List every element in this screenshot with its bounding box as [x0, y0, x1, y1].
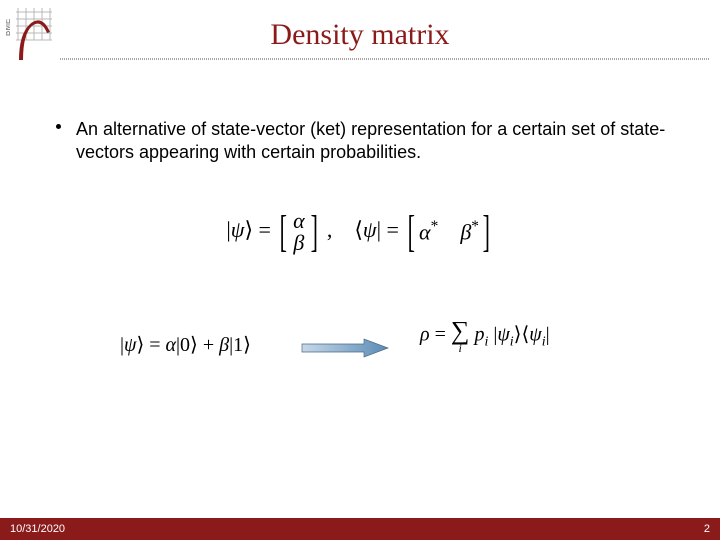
equation-ket-bra: |ψ⟩ = [αβ] , ⟨ψ| = [α* β*]	[0, 210, 720, 254]
bullet-dot	[56, 124, 61, 129]
equations-area: |ψ⟩ = [αβ] , ⟨ψ| = [α* β*] |ψ⟩ = α|0⟩ + …	[0, 210, 720, 374]
bullet-text: An alternative of state-vector (ket) rep…	[76, 118, 670, 165]
equation-superposition: |ψ⟩ = α|0⟩ + β|1⟩	[120, 332, 251, 357]
footer-page-number: 2	[704, 523, 710, 535]
slide-title: Density matrix	[0, 18, 720, 52]
title-underline	[60, 58, 710, 60]
header: BME Density matrix	[0, 0, 720, 75]
bullet-item: An alternative of state-vector (ket) rep…	[56, 118, 670, 165]
footer-bar: 10/31/2020 2	[0, 518, 720, 540]
arrow-icon	[300, 338, 390, 358]
footer-date: 10/31/2020	[10, 523, 65, 535]
equation-density-matrix: ρ = ∑i pi |ψi⟩⟨ψi|	[420, 318, 550, 354]
equation-row-2: |ψ⟩ = α|0⟩ + β|1⟩ ρ = ∑i pi |ψi⟩⟨ψi|	[0, 324, 720, 374]
